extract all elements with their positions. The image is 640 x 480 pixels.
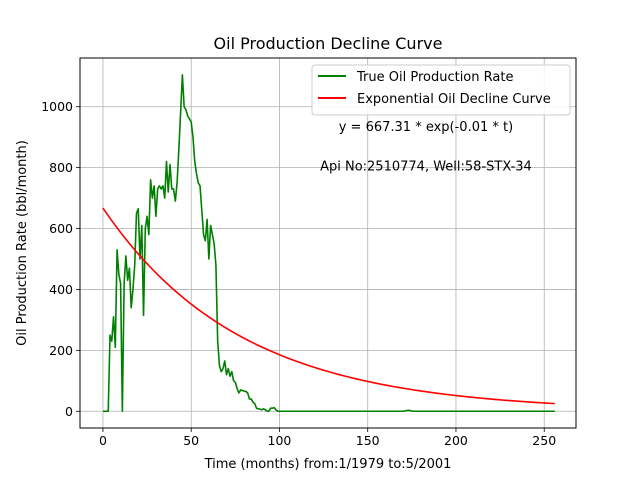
- series-true-production-line: [102, 73, 555, 413]
- series-exponential-decline-line: [102, 207, 555, 405]
- y-tick-label: 400: [49, 282, 73, 297]
- x-tick-label: 200: [444, 433, 468, 448]
- y-tick-label: 600: [49, 221, 73, 236]
- x-axis-label: Time (months) from:1/1979 to:5/2001: [204, 457, 452, 472]
- y-tick-label: 800: [49, 160, 73, 175]
- grid-lines: [80, 58, 576, 428]
- y-tick-label: 0: [65, 404, 73, 419]
- x-tick-label: 50: [183, 433, 199, 448]
- y-tick-label: 200: [49, 343, 73, 358]
- y-tick-label: 1000: [41, 99, 73, 114]
- legend-box: [311, 64, 571, 116]
- legend: True Oil Production Rate Exponential Oil…: [311, 64, 571, 116]
- well-info-annotation: Api No:2510774, Well:58-STX-34: [320, 160, 532, 175]
- y-axis-label: Oil Production Rate (bbl/month): [15, 140, 30, 346]
- x-tick-label: 100: [268, 433, 292, 448]
- legend-label-true-rate: True Oil Production Rate: [356, 70, 513, 85]
- series-layer: [102, 73, 555, 413]
- y-axis: 0 200 400 600 800 1000: [41, 99, 80, 419]
- x-tick-label: 150: [356, 433, 380, 448]
- x-tick-label: 250: [532, 433, 556, 448]
- x-tick-label: 0: [99, 433, 107, 448]
- x-axis: 0 50 100 150 200 250: [99, 428, 556, 448]
- equation-annotation: y = 667.31 * exp(-0.01 * t): [339, 120, 513, 135]
- plot-frame: [79, 57, 577, 429]
- chart-title: Oil Production Decline Curve: [214, 34, 443, 53]
- legend-label-decline-curve: Exponential Oil Decline Curve: [357, 92, 551, 107]
